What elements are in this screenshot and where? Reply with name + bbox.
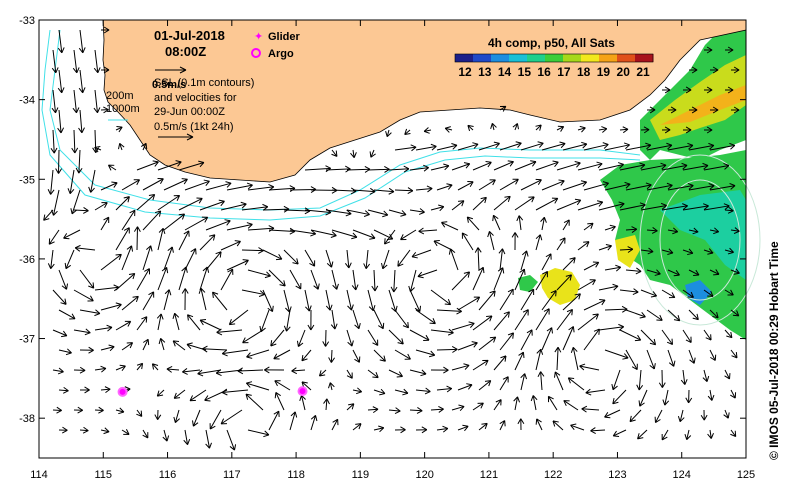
legend-glider: ✦ Glider — [254, 31, 301, 43]
colorbar-label: 18 — [577, 65, 591, 79]
colorbar-label: 12 — [458, 65, 472, 79]
map-date: 01-Jul-2018 — [154, 28, 225, 43]
velocity-annotation-1: and velocities for — [154, 92, 237, 104]
lat-tick-label: -33 — [19, 15, 35, 27]
colorbar-label: 16 — [537, 65, 551, 79]
lon-tick-label: 124 — [673, 469, 691, 481]
credit-text: © IMOS 05-Jul-2018 00:29 Hobart Time — [767, 241, 781, 460]
lat-tick-label: -36 — [19, 254, 35, 266]
colorbar-swatch — [545, 54, 564, 62]
lon-tick-label: 125 — [737, 469, 755, 481]
lon-tick-label: 123 — [608, 469, 626, 481]
argo-float-marker — [119, 388, 127, 396]
argo-float-marker — [299, 387, 307, 395]
colorbar-label: 17 — [557, 65, 571, 79]
colorbar-swatch — [635, 54, 654, 62]
lon-tick-label: 122 — [544, 469, 562, 481]
lon-tick-label: 120 — [415, 469, 433, 481]
lat-tick-label: -35 — [19, 174, 35, 186]
colorbar-swatch — [455, 54, 474, 62]
colorbar-label: 20 — [617, 65, 631, 79]
lat-tick-label: -38 — [19, 413, 35, 425]
colorbar-swatch — [509, 54, 528, 62]
lon-tick-label: 117 — [223, 469, 241, 481]
glider-icon: ✦ — [254, 31, 263, 43]
velocity-annotation-2: 29-Jun 00:00Z — [154, 106, 225, 118]
map-time: 08:00Z — [165, 44, 206, 59]
colorbar-label: 14 — [498, 65, 512, 79]
isobath-1000-label: 1000m — [106, 103, 140, 115]
glider-label: Glider — [268, 31, 301, 43]
colorbar-swatch — [617, 54, 636, 62]
lon-tick-label: 116 — [159, 469, 177, 481]
colorbar-swatch — [473, 54, 492, 62]
colorbar-swatch — [581, 54, 600, 62]
argo-label: Argo — [268, 48, 294, 60]
lon-tick-label: 115 — [94, 469, 112, 481]
colorbar-label: 15 — [518, 65, 532, 79]
lon-tick-label: 114 — [30, 469, 48, 481]
sla-annotation: SSL (0.1m contours) — [154, 77, 254, 89]
colorbar-label: 21 — [636, 65, 650, 79]
lon-tick-label: 118 — [287, 469, 305, 481]
colorbar-label: 13 — [478, 65, 492, 79]
colorbar-title: 4h comp, p50, All Sats — [488, 36, 615, 50]
colorbar-swatch — [491, 54, 510, 62]
isobath-200-label: 200m — [106, 90, 134, 102]
lon-tick-label: 119 — [352, 469, 370, 481]
colorbar-swatch — [563, 54, 582, 62]
lat-tick-label: -37 — [19, 334, 35, 346]
lat-tick-label: -34 — [19, 95, 35, 107]
colorbar-label: 19 — [597, 65, 611, 79]
lon-tick-label: 121 — [480, 469, 498, 481]
velocity-scale-annotation: 0.5m/s (1kt 24h) — [154, 121, 233, 133]
colorbar-swatch — [527, 54, 546, 62]
colorbar-swatch — [599, 54, 618, 62]
